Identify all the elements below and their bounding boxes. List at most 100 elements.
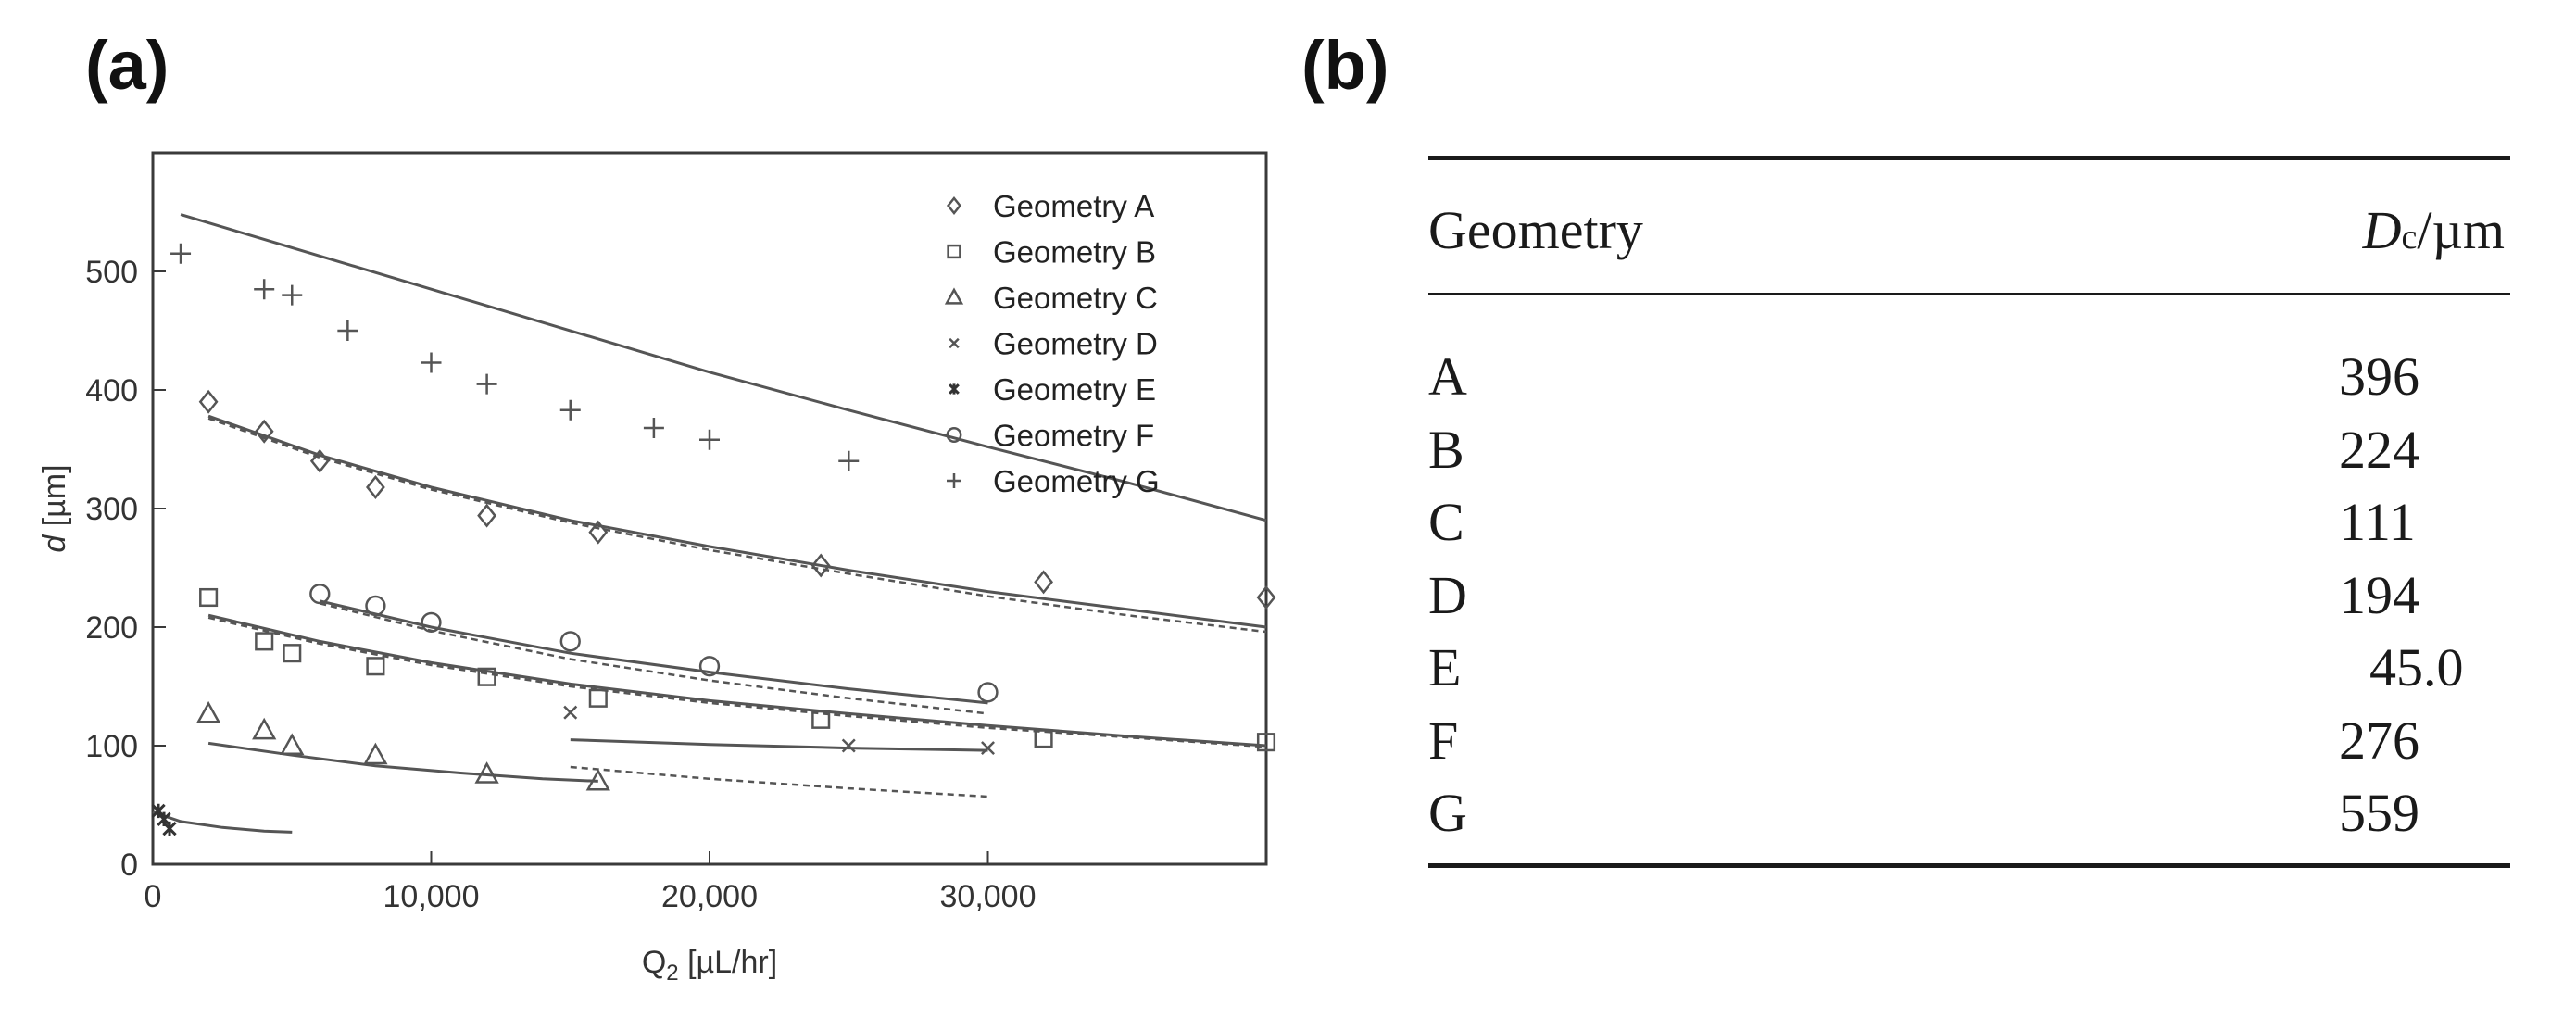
geometry-g-point bbox=[282, 284, 303, 306]
table-cell-dc: 111 bbox=[2339, 492, 2416, 552]
geometry-c-point bbox=[474, 761, 499, 784]
geometry-c-fit-solid bbox=[207, 741, 598, 783]
geometry-b-point bbox=[283, 644, 302, 663]
fit-lines bbox=[152, 213, 1267, 834]
geometry-g-point bbox=[476, 373, 497, 395]
droplet-size-chart: 0 10,000 20,000 30,000 0 100 200 300 400 500 Geom… bbox=[37, 151, 1276, 986]
table-top-rule bbox=[1428, 156, 2510, 160]
x-axis-title: Q2 [µL/hr] bbox=[642, 945, 777, 986]
geometry-c-point bbox=[252, 717, 277, 740]
geometry-g-point bbox=[421, 352, 442, 373]
geometry-e-point bbox=[162, 821, 177, 836]
geometry-b-fit-dashed bbox=[207, 616, 1267, 748]
geometry-f-fit-solid bbox=[319, 599, 988, 705]
table-cell-geometry: F bbox=[1428, 710, 1459, 771]
geometry-a-point bbox=[588, 520, 609, 545]
geometry-b-legend-marker bbox=[947, 244, 961, 259]
geometry-c-point bbox=[195, 700, 221, 723]
geometry-d-point bbox=[841, 738, 856, 753]
geometry-g-point bbox=[559, 399, 581, 421]
header-dc-sub: c bbox=[2401, 218, 2418, 257]
table-cell-dc: 276 bbox=[2339, 710, 2419, 771]
table-cell-geometry: B bbox=[1428, 419, 1464, 480]
geometry-d-fit-dashed bbox=[570, 765, 988, 798]
geometry-e-point bbox=[151, 803, 166, 819]
table-cell-dc: 194 bbox=[2339, 564, 2419, 625]
panel-label-b: (b) bbox=[1301, 27, 1389, 104]
geometry-g-point bbox=[170, 243, 192, 264]
axis-ticks: 0 10,000 20,000 30,000 0 100 200 300 400 500 bbox=[85, 255, 1036, 914]
geometry-d-point bbox=[981, 741, 995, 756]
geometry-b-legend-label: Geometry B bbox=[993, 235, 1156, 270]
geometry-b-point bbox=[199, 587, 219, 608]
geometry-f-point bbox=[421, 611, 442, 634]
geometry-b-point bbox=[477, 667, 496, 686]
header-dc-unit: /µm bbox=[2417, 200, 2505, 260]
y-tick-label: 500 bbox=[85, 255, 138, 290]
geometry-d-legend-marker bbox=[949, 337, 960, 349]
geometry-f-legend-label: Geometry F bbox=[993, 419, 1154, 453]
data-points bbox=[151, 243, 1276, 836]
header-dc-main: D bbox=[2362, 200, 2402, 260]
geometry-f-point bbox=[977, 682, 999, 703]
y-tick-label: 400 bbox=[85, 373, 138, 408]
geometry-b-point bbox=[811, 710, 831, 729]
geometry-a-point bbox=[365, 474, 385, 499]
geometry-d-legend-label: Geometry D bbox=[993, 327, 1158, 361]
geometry-a-point bbox=[254, 419, 274, 444]
table-cell-geometry: A bbox=[1428, 346, 1467, 407]
geometry-e-fit-solid bbox=[152, 811, 293, 834]
geometry-b-point bbox=[255, 632, 274, 651]
geometry-b-point bbox=[1034, 729, 1053, 748]
geometry-e-legend-label: Geometry E bbox=[993, 372, 1156, 407]
geometry-f-fit-dashed bbox=[320, 602, 988, 715]
table-cell-dc: 396 bbox=[2339, 346, 2419, 407]
geometry-a-legend-marker bbox=[946, 195, 962, 216]
x-tick-label: 30,000 bbox=[940, 879, 1037, 914]
geometry-a-legend-label: Geometry A bbox=[993, 189, 1154, 223]
geometry-c-legend-label: Geometry C bbox=[993, 281, 1158, 315]
geometry-f-point bbox=[698, 656, 721, 677]
geometry-g-point bbox=[643, 417, 664, 438]
header-geometry: Geometry bbox=[1428, 200, 1643, 260]
y-axis-title: d [µm] bbox=[37, 464, 72, 552]
table-cell-geometry: D bbox=[1428, 564, 1467, 625]
x-tick-label: 0 bbox=[145, 879, 162, 914]
geometry-e-legend-marker bbox=[949, 383, 960, 395]
y-tick-label: 0 bbox=[120, 848, 138, 883]
y-tick-label: 100 bbox=[85, 729, 138, 764]
y-tick-label: 300 bbox=[85, 492, 138, 527]
y-tick-label: 200 bbox=[85, 610, 138, 646]
geometry-g-fit-solid bbox=[180, 213, 1267, 522]
geometry-b-fit-solid bbox=[207, 613, 1267, 748]
table-cell-geometry: C bbox=[1428, 492, 1464, 552]
geometry-g-point bbox=[254, 279, 275, 300]
geometry-b-point bbox=[1256, 733, 1276, 752]
table-cell-geometry: E bbox=[1428, 637, 1462, 698]
geometry-f-point bbox=[559, 631, 581, 652]
geometry-g-point bbox=[699, 429, 720, 450]
geometry-b-point bbox=[366, 657, 385, 676]
table-cell-dc: 45.0 bbox=[2369, 637, 2464, 698]
header-dc: Dc/µm bbox=[2363, 204, 2505, 258]
geometry-f-legend-marker bbox=[946, 427, 962, 443]
table-cell-geometry: G bbox=[1428, 783, 1467, 843]
geometry-c-point bbox=[585, 768, 610, 791]
geometry-a-fit-solid bbox=[207, 414, 1267, 629]
geometry-g-legend-label: Geometry G bbox=[993, 464, 1160, 498]
table-bottom-rule bbox=[1428, 863, 2510, 868]
geometry-f-point bbox=[365, 595, 386, 617]
geometry-c-point bbox=[280, 733, 305, 756]
geometry-d-point bbox=[563, 705, 578, 720]
geometry-g-point bbox=[838, 450, 860, 471]
geometry-c-legend-marker bbox=[944, 287, 964, 305]
table-cell-dc: 559 bbox=[2339, 783, 2419, 843]
geometry-d-fit-solid bbox=[570, 738, 988, 752]
geometry-c-point bbox=[363, 742, 388, 765]
geometry-f-point bbox=[309, 584, 331, 605]
geometry-b-point bbox=[588, 688, 608, 708]
table-header-rule bbox=[1428, 293, 2510, 295]
geometry-a-point bbox=[198, 389, 219, 414]
geometry-a-point bbox=[810, 553, 831, 578]
geometry-a-fit-dashed bbox=[207, 417, 1267, 634]
